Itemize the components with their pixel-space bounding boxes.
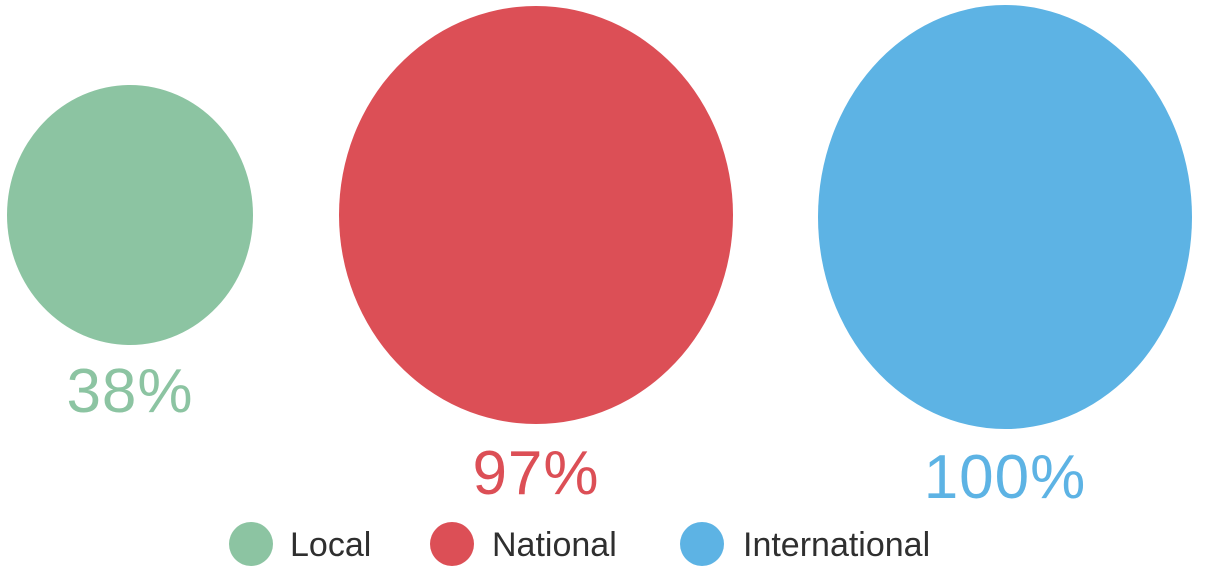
bubbles-group: [7, 5, 1192, 429]
bubble-local: [7, 85, 253, 345]
legend-marker-local: [229, 522, 273, 566]
legend-label-local: Local: [290, 526, 371, 564]
legend-marker-national: [430, 522, 474, 566]
value-label-national: 97%: [472, 439, 599, 508]
bubble-international: [818, 5, 1192, 429]
bubble-national: [339, 6, 733, 424]
value-labels-group: 38% 97% 100%: [66, 357, 1087, 512]
value-label-local: 38%: [66, 357, 193, 426]
legend-marker-international: [680, 522, 724, 566]
legend-label-international: International: [743, 526, 930, 564]
legend: Local National International: [229, 522, 930, 566]
value-label-international: 100%: [924, 443, 1087, 512]
legend-label-national: National: [492, 526, 617, 564]
